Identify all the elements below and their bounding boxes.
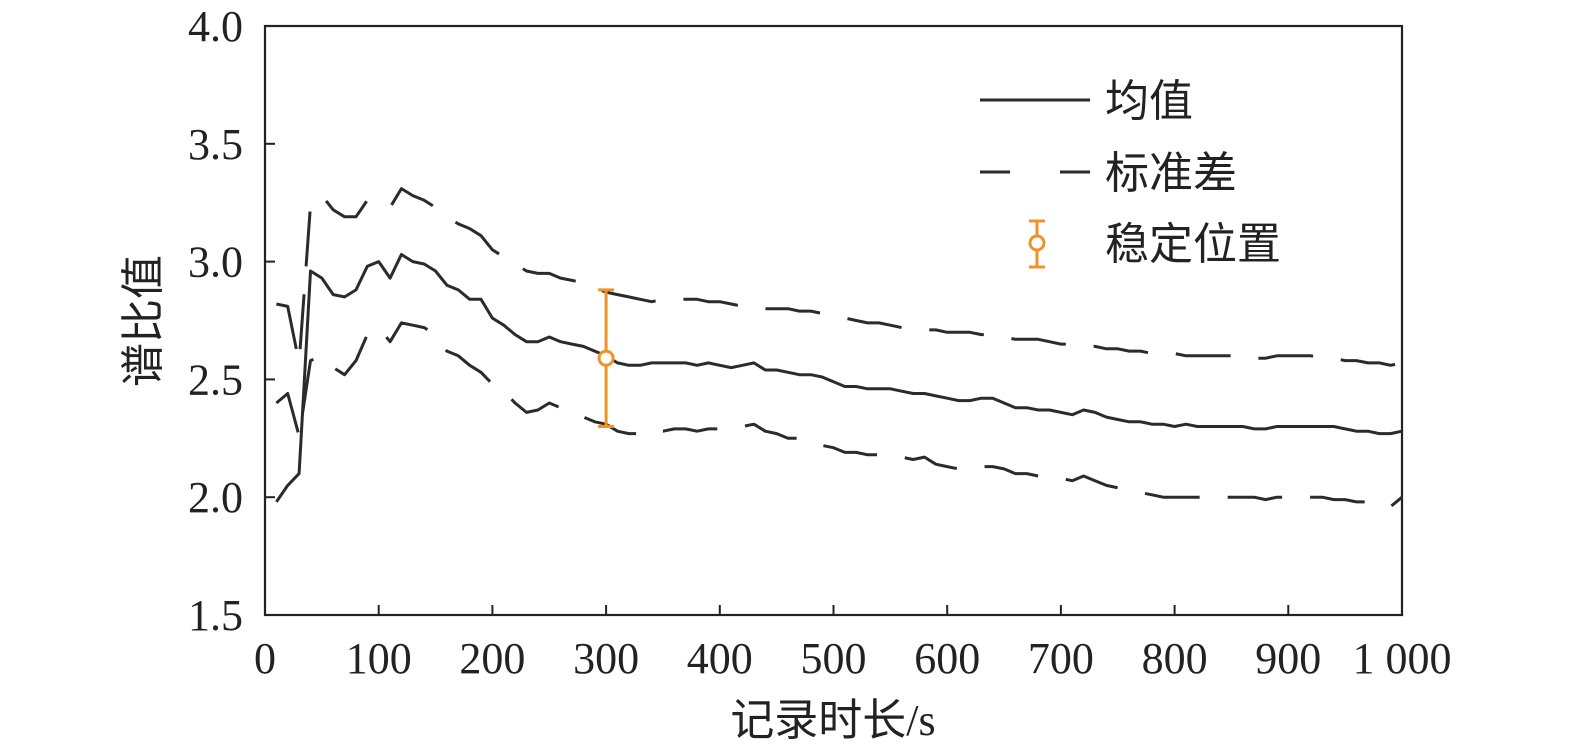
legend-label-std: 标准差 — [1105, 149, 1237, 198]
x-tick-label: 400 — [687, 634, 753, 683]
x-tick-label: 100 — [346, 634, 412, 683]
x-tick-label: 600 — [914, 634, 980, 683]
y-tick-label: 2.5 — [188, 355, 243, 404]
x-tick-label: 1 000 — [1353, 634, 1452, 683]
series-std-lower-line — [275, 321, 1403, 509]
x-tick-label: 200 — [459, 634, 525, 683]
y-tick-label: 1.5 — [188, 591, 243, 640]
x-tick-label: 900 — [1255, 634, 1321, 683]
y-tick-label: 3.0 — [188, 238, 243, 287]
y-tick-label: 3.5 — [188, 120, 243, 169]
legend-marker-circle — [1028, 234, 1046, 252]
x-tick-label: 700 — [1028, 634, 1094, 683]
legend-label-stable: 稳定位置 — [1105, 220, 1281, 269]
legend-label-mean: 均值 — [1105, 77, 1193, 126]
series-layer — [275, 187, 1403, 509]
y-axis-label: 谱比值 — [119, 255, 168, 387]
plot-frame — [263, 24, 1404, 617]
x-axis-ticks: 0 100 200 300 400 500 600 700 800 900 1 000 — [254, 605, 1452, 683]
y-tick-label: 2.0 — [188, 473, 243, 522]
series-std-upper-line — [276, 187, 1403, 367]
x-tick-label: 800 — [1142, 634, 1208, 683]
x-tick-label: 300 — [573, 634, 639, 683]
y-axis-ticks: 1.5 2.0 2.5 3.0 3.5 4.0 — [188, 2, 275, 640]
y-tick-label: 4.0 — [188, 2, 243, 51]
legend: 均值 标准差 稳定位置 — [980, 77, 1281, 269]
stable-marker-layer — [597, 288, 615, 429]
stable-point — [597, 349, 615, 367]
x-axis-label: 记录时长/s — [730, 696, 935, 745]
x-tick-label: 0 — [254, 634, 276, 683]
series-mean-line — [275, 253, 1403, 503]
x-tick-label: 500 — [801, 634, 867, 683]
